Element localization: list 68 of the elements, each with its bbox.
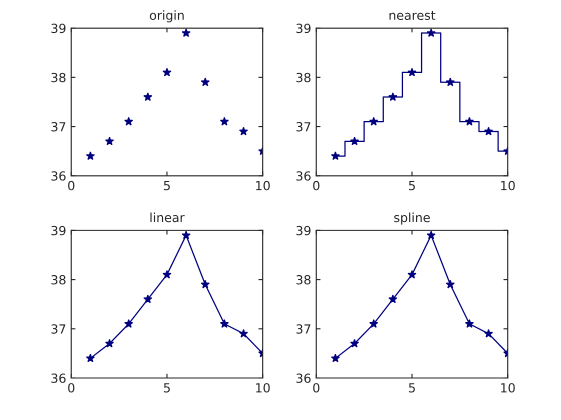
chart-title: origin bbox=[150, 10, 184, 22]
y-tick-label: 37 bbox=[296, 324, 310, 334]
point bbox=[426, 230, 436, 240]
point bbox=[105, 136, 114, 146]
y-tick-label: 39 bbox=[296, 226, 311, 236]
x-tick-label: 10 bbox=[256, 180, 270, 190]
chart-title: spline bbox=[394, 212, 430, 225]
x-tick-label: 10 bbox=[501, 180, 515, 190]
point bbox=[407, 270, 417, 279]
point bbox=[464, 319, 474, 328]
x-tick-label: 5 bbox=[408, 181, 415, 190]
y-tick-label: 39 bbox=[51, 24, 66, 34]
point bbox=[330, 354, 340, 362]
point bbox=[426, 28, 436, 37]
y-tick-label: 36 bbox=[51, 171, 66, 181]
point bbox=[388, 92, 398, 101]
y-tick-label: 36 bbox=[296, 373, 311, 383]
y-tick-label: 37 bbox=[51, 324, 66, 334]
y-tick-label: 36 bbox=[51, 373, 66, 383]
point bbox=[200, 78, 210, 86]
point bbox=[162, 270, 172, 279]
y-tick-label: 37 bbox=[296, 122, 310, 132]
x-tick-label: 10 bbox=[501, 383, 515, 393]
y-tick-label: 39 bbox=[51, 226, 66, 236]
y-tick-label: 38 bbox=[296, 275, 311, 285]
point bbox=[86, 354, 95, 362]
point bbox=[239, 328, 248, 338]
x-tick-label: 0 bbox=[68, 180, 74, 190]
chart-title: nearest bbox=[390, 11, 436, 20]
point bbox=[446, 280, 455, 288]
y-tick-label: 39 bbox=[296, 24, 311, 34]
x-tick-label: 0 bbox=[313, 180, 320, 190]
point bbox=[464, 116, 474, 126]
x-tick-label: 10 bbox=[256, 383, 270, 393]
y-tick-label: 38 bbox=[51, 275, 66, 285]
point bbox=[369, 319, 378, 328]
point bbox=[350, 136, 360, 146]
x-tick-label: 0 bbox=[313, 383, 320, 393]
point bbox=[330, 151, 340, 160]
point bbox=[105, 338, 114, 348]
point bbox=[484, 126, 494, 136]
point bbox=[220, 116, 229, 126]
point bbox=[182, 28, 191, 37]
point bbox=[350, 338, 360, 348]
y-tick-label: 38 bbox=[51, 72, 66, 82]
point bbox=[239, 126, 248, 136]
point bbox=[369, 116, 378, 126]
point bbox=[200, 280, 210, 288]
point bbox=[407, 68, 417, 76]
point bbox=[124, 116, 134, 126]
x-tick-label: 0 bbox=[68, 383, 74, 393]
point bbox=[182, 230, 191, 240]
x-tick-label: 5 bbox=[164, 383, 170, 393]
point bbox=[143, 294, 152, 304]
x-tick-label: 5 bbox=[164, 181, 170, 190]
point bbox=[220, 319, 229, 328]
y-tick-label: 38 bbox=[296, 72, 311, 82]
y-tick-label: 37 bbox=[51, 122, 66, 132]
point bbox=[124, 319, 134, 328]
point bbox=[446, 78, 455, 86]
point bbox=[86, 151, 95, 160]
x-tick-label: 5 bbox=[408, 383, 415, 393]
point bbox=[388, 294, 398, 304]
point bbox=[484, 328, 494, 338]
point bbox=[162, 68, 172, 76]
point bbox=[143, 92, 152, 101]
y-tick-label: 36 bbox=[296, 171, 311, 181]
chart-title: linear bbox=[150, 212, 185, 222]
